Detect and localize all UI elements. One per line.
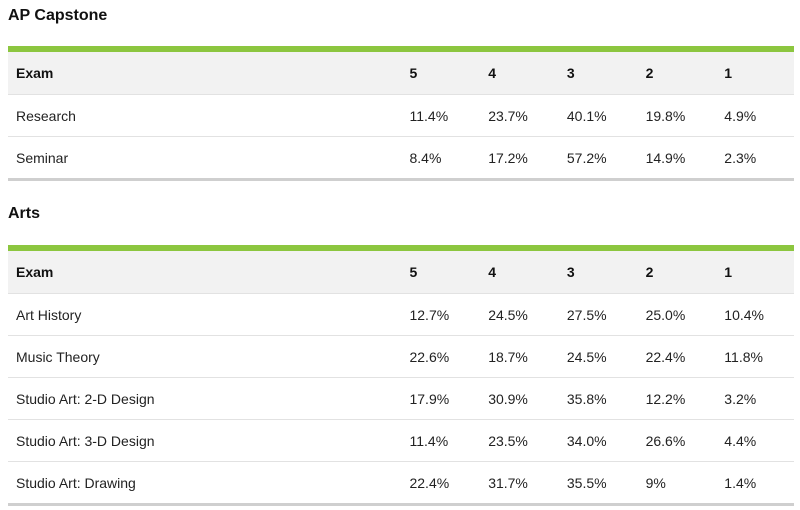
exam-name: Studio Art: 3-D Design bbox=[16, 432, 155, 449]
score-3-cell: 35.8% bbox=[566, 390, 607, 407]
header-score-1: 1 bbox=[724, 264, 733, 280]
score-5-cell: 22.4% bbox=[409, 474, 450, 491]
score-5-cell: 8.4% bbox=[409, 149, 442, 166]
score-2-cell: 9% bbox=[645, 474, 666, 491]
score-2-cell: 19.8% bbox=[645, 107, 686, 124]
score-4-cell: 23.5% bbox=[488, 432, 528, 449]
table-accent-bar bbox=[8, 245, 794, 251]
score-5-cell: 11.4% bbox=[409, 107, 449, 124]
score-3-cell: 34.0% bbox=[566, 432, 607, 449]
score-1-cell: 3.2% bbox=[724, 390, 757, 407]
table-row: Studio Art: 3-D Design 11.4% 23.5% 34.0%… bbox=[8, 420, 794, 462]
score-2-cell: 25.0% bbox=[645, 306, 686, 323]
score-4-cell: 24.5% bbox=[488, 306, 528, 323]
score-4-cell: 31.7% bbox=[488, 474, 528, 491]
header-score-3: 3 bbox=[566, 65, 575, 81]
header-score-1: 1 bbox=[724, 65, 733, 81]
score-3-cell: 24.5% bbox=[566, 348, 607, 365]
header-score-3: 3 bbox=[566, 264, 575, 280]
table-row: Music Theory 22.6% 18.7% 24.5% 22.4% 11.… bbox=[8, 336, 794, 378]
score-2-cell: 14.9% bbox=[645, 149, 686, 166]
score-1-cell: 11.8% bbox=[724, 348, 763, 365]
table-row: Studio Art: Drawing 22.4% 31.7% 35.5% 9%… bbox=[8, 462, 794, 506]
score-table-ap-capstone: Exam 5 4 3 2 1 Research 11.4% 23.7% 40.1… bbox=[8, 46, 794, 181]
score-5-cell: 12.7% bbox=[409, 306, 450, 323]
exam-name: Seminar bbox=[16, 149, 69, 166]
exam-name: Art History bbox=[16, 306, 82, 323]
header-score-2: 2 bbox=[645, 65, 654, 81]
header-score-5: 5 bbox=[409, 65, 418, 81]
score-2-cell: 22.4% bbox=[645, 348, 686, 365]
score-1-cell: 2.3% bbox=[724, 149, 757, 166]
exam-name: Studio Art: Drawing bbox=[16, 474, 136, 491]
section-title-arts: Arts bbox=[8, 205, 41, 222]
score-4-cell: 17.2% bbox=[488, 149, 528, 166]
score-1-cell: 1.4% bbox=[724, 474, 757, 491]
score-4-cell: 23.7% bbox=[488, 107, 528, 124]
score-2-cell: 26.6% bbox=[645, 432, 686, 449]
score-2-cell: 12.2% bbox=[645, 390, 686, 407]
table-accent-bar bbox=[8, 46, 794, 52]
score-1-cell: 4.9% bbox=[724, 107, 757, 124]
score-1-cell: 10.4% bbox=[724, 306, 764, 323]
score-1-cell: 4.4% bbox=[724, 432, 757, 449]
table-header-row: Exam 5 4 3 2 1 bbox=[8, 52, 794, 95]
score-5-cell: 11.4% bbox=[409, 432, 449, 449]
score-table-arts: Exam 5 4 3 2 1 Art History 12.7% 24.5% 2… bbox=[8, 245, 794, 506]
exam-name: Studio Art: 2-D Design bbox=[16, 390, 155, 407]
header-score-2: 2 bbox=[645, 264, 654, 280]
score-3-cell: 40.1% bbox=[566, 107, 607, 124]
score-4-cell: 18.7% bbox=[488, 348, 528, 365]
table-row: Seminar 8.4% 17.2% 57.2% 14.9% 2.3% bbox=[8, 137, 794, 181]
score-5-cell: 22.6% bbox=[409, 348, 450, 365]
header-exam: Exam bbox=[16, 264, 54, 280]
table-row: Art History 12.7% 24.5% 27.5% 25.0% 10.4… bbox=[8, 294, 794, 336]
score-3-cell: 57.2% bbox=[566, 149, 607, 166]
exam-name: Music Theory bbox=[16, 348, 100, 365]
score-4-cell: 30.9% bbox=[488, 390, 528, 407]
header-score-4: 4 bbox=[488, 65, 496, 81]
header-exam: Exam bbox=[16, 65, 54, 81]
table-row: Research 11.4% 23.7% 40.1% 19.8% 4.9% bbox=[8, 95, 794, 137]
exam-name: Research bbox=[16, 107, 76, 124]
score-5-cell: 17.9% bbox=[409, 390, 450, 407]
score-3-cell: 35.5% bbox=[566, 474, 607, 491]
header-score-4: 4 bbox=[488, 264, 496, 280]
table-row: Studio Art: 2-D Design 17.9% 30.9% 35.8%… bbox=[8, 378, 794, 420]
section-title-ap-capstone: AP Capstone bbox=[8, 7, 108, 24]
header-score-5: 5 bbox=[409, 264, 418, 280]
score-3-cell: 27.5% bbox=[566, 306, 607, 323]
table-header-row: Exam 5 4 3 2 1 bbox=[8, 251, 794, 294]
